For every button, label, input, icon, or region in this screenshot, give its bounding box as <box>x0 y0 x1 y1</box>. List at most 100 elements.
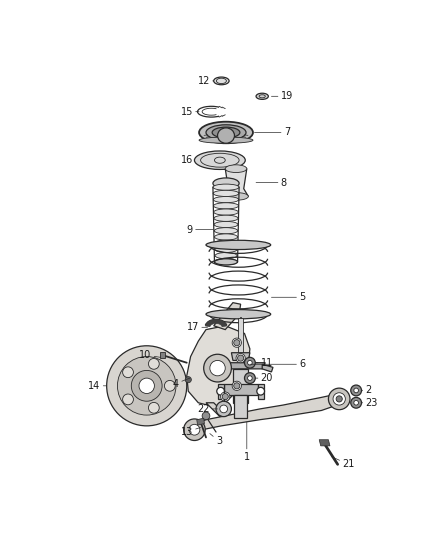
Ellipse shape <box>215 246 237 253</box>
Polygon shape <box>205 320 226 327</box>
Circle shape <box>123 394 134 405</box>
Text: 15: 15 <box>180 107 199 117</box>
Ellipse shape <box>213 178 239 189</box>
Circle shape <box>123 367 134 378</box>
Circle shape <box>351 385 361 396</box>
Ellipse shape <box>213 184 239 190</box>
Text: 9: 9 <box>187 224 213 235</box>
Ellipse shape <box>214 221 238 228</box>
Text: 7: 7 <box>254 127 290 138</box>
Polygon shape <box>214 303 240 329</box>
Ellipse shape <box>214 209 238 215</box>
Ellipse shape <box>215 253 237 259</box>
Ellipse shape <box>214 228 238 234</box>
Circle shape <box>333 393 346 405</box>
Circle shape <box>107 346 187 426</box>
Ellipse shape <box>206 240 271 249</box>
Circle shape <box>148 359 159 369</box>
Polygon shape <box>262 364 273 372</box>
Ellipse shape <box>215 259 237 265</box>
Circle shape <box>131 370 162 401</box>
Text: 21: 21 <box>332 457 355 470</box>
Circle shape <box>247 376 252 381</box>
Polygon shape <box>233 369 248 403</box>
Ellipse shape <box>194 151 245 169</box>
Circle shape <box>351 398 361 408</box>
Circle shape <box>257 387 265 395</box>
Text: 8: 8 <box>256 177 287 188</box>
Polygon shape <box>208 364 219 372</box>
Circle shape <box>216 401 231 417</box>
Circle shape <box>117 357 176 415</box>
Text: 1: 1 <box>244 422 250 462</box>
Circle shape <box>244 373 255 384</box>
Ellipse shape <box>214 215 238 221</box>
Circle shape <box>164 381 175 391</box>
Ellipse shape <box>214 77 229 85</box>
Text: 5: 5 <box>272 292 305 302</box>
Text: 17: 17 <box>187 322 208 332</box>
Circle shape <box>354 388 358 393</box>
Ellipse shape <box>215 234 237 240</box>
Text: 11: 11 <box>255 358 273 368</box>
Polygon shape <box>197 418 205 425</box>
Circle shape <box>202 412 210 419</box>
Text: 14: 14 <box>88 381 107 391</box>
Polygon shape <box>231 353 250 360</box>
Polygon shape <box>206 403 225 418</box>
Circle shape <box>232 338 241 348</box>
Circle shape <box>237 355 244 361</box>
Text: 3: 3 <box>210 433 222 446</box>
Circle shape <box>244 357 255 368</box>
Circle shape <box>232 381 241 391</box>
Text: 22: 22 <box>198 404 218 414</box>
Circle shape <box>210 360 225 376</box>
Ellipse shape <box>199 137 253 143</box>
Circle shape <box>189 424 200 435</box>
Text: 10: 10 <box>139 350 161 360</box>
Circle shape <box>234 340 240 346</box>
Polygon shape <box>216 363 265 369</box>
Polygon shape <box>224 384 258 395</box>
Ellipse shape <box>199 122 253 143</box>
Polygon shape <box>191 393 339 433</box>
Ellipse shape <box>212 127 240 138</box>
Circle shape <box>247 360 252 365</box>
Circle shape <box>185 377 191 383</box>
Ellipse shape <box>213 197 239 203</box>
Circle shape <box>234 383 240 389</box>
Circle shape <box>328 388 350 410</box>
Polygon shape <box>224 168 248 196</box>
Circle shape <box>220 405 228 413</box>
Text: 23: 23 <box>361 398 378 408</box>
Text: 20: 20 <box>255 373 273 383</box>
Ellipse shape <box>215 240 237 246</box>
Circle shape <box>184 419 205 440</box>
Polygon shape <box>160 352 165 358</box>
Circle shape <box>354 400 358 405</box>
Circle shape <box>217 387 224 395</box>
Ellipse shape <box>213 203 239 209</box>
Text: 6: 6 <box>250 359 305 369</box>
Circle shape <box>336 396 342 402</box>
Text: 12: 12 <box>198 76 214 86</box>
Circle shape <box>148 402 159 413</box>
Polygon shape <box>187 326 250 407</box>
Ellipse shape <box>213 190 239 197</box>
Ellipse shape <box>215 259 237 265</box>
Ellipse shape <box>224 192 248 200</box>
Circle shape <box>204 354 231 382</box>
Polygon shape <box>218 384 224 399</box>
Circle shape <box>222 393 228 400</box>
Text: 4: 4 <box>173 378 190 389</box>
Polygon shape <box>319 440 330 446</box>
Circle shape <box>139 378 155 393</box>
Polygon shape <box>238 318 243 368</box>
Ellipse shape <box>225 165 247 173</box>
Text: 19: 19 <box>272 91 293 101</box>
Text: 16: 16 <box>180 155 193 165</box>
Ellipse shape <box>256 93 268 99</box>
Ellipse shape <box>206 310 271 319</box>
Polygon shape <box>234 395 247 418</box>
Circle shape <box>236 353 245 363</box>
